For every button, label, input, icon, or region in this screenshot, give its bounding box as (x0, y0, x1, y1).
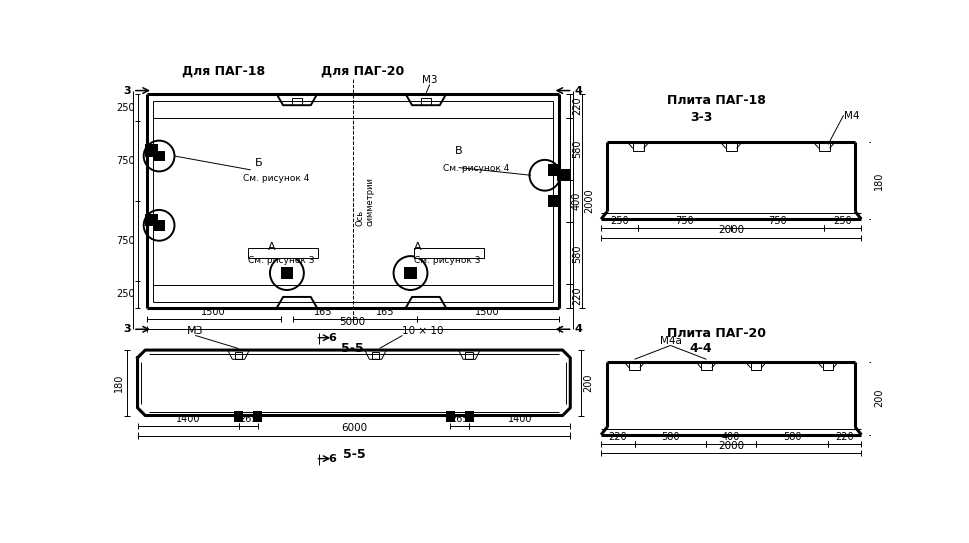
Text: 580: 580 (782, 432, 800, 441)
Text: 6: 6 (328, 333, 336, 343)
Text: 265: 265 (238, 414, 257, 424)
Text: 165: 165 (375, 307, 393, 317)
Text: В: В (454, 146, 462, 156)
Bar (822, 361, 832, 370)
Text: 6: 6 (328, 453, 336, 464)
Bar (464, 411, 474, 422)
Text: Б: Б (254, 157, 262, 168)
Text: 5000: 5000 (339, 317, 365, 327)
Text: 10 × 10: 10 × 10 (402, 326, 444, 336)
Text: 400: 400 (721, 432, 739, 441)
Text: 3: 3 (124, 324, 131, 334)
Text: M4: M4 (843, 111, 859, 121)
Text: 220: 220 (571, 97, 581, 116)
Text: 750: 750 (767, 216, 786, 226)
Text: 1500: 1500 (475, 307, 499, 317)
Text: См. рисунок 3: См. рисунок 3 (414, 256, 481, 265)
Text: 165: 165 (313, 307, 331, 317)
Text: 4: 4 (574, 324, 581, 334)
Text: 580: 580 (571, 140, 581, 158)
Bar (280, 267, 293, 279)
Text: См. рисунок 4: См. рисунок 4 (243, 174, 309, 183)
Bar (701, 361, 711, 370)
Text: 220: 220 (834, 432, 853, 441)
Bar (234, 411, 243, 422)
Text: 580: 580 (571, 244, 581, 263)
Text: Плита ПАГ-20: Плита ПАГ-20 (667, 327, 766, 340)
Bar (629, 361, 640, 370)
Bar (414, 248, 484, 258)
Text: 200: 200 (582, 374, 593, 392)
Bar (445, 411, 454, 422)
Bar (234, 352, 242, 359)
Text: А: А (414, 242, 422, 251)
Text: 180: 180 (114, 374, 124, 392)
Text: 580: 580 (661, 432, 679, 441)
Text: 1500: 1500 (202, 307, 226, 317)
Bar (421, 98, 431, 105)
Text: Для ПАГ-18: Для ПАГ-18 (182, 65, 266, 78)
Text: 220: 220 (571, 287, 581, 305)
Bar (725, 141, 735, 150)
Text: M3: M3 (187, 326, 203, 336)
Text: А: А (267, 242, 275, 251)
Text: 200: 200 (873, 389, 884, 407)
Text: 400: 400 (571, 192, 581, 210)
Text: 3: 3 (124, 86, 131, 96)
Text: 1400: 1400 (175, 414, 200, 424)
Text: Для ПАГ-20: Для ПАГ-20 (321, 65, 403, 78)
Bar (404, 267, 417, 279)
Bar (253, 411, 262, 422)
Text: 2000: 2000 (583, 189, 594, 213)
Bar (818, 141, 828, 150)
Bar (371, 352, 379, 359)
Text: Плита ПАГ-18: Плита ПАГ-18 (667, 94, 766, 108)
Bar (248, 248, 318, 258)
Text: 3-3: 3-3 (689, 111, 711, 124)
Bar (632, 141, 643, 150)
Text: Ось
симметрии: Ось симметрии (355, 176, 374, 225)
Text: 250: 250 (610, 216, 628, 226)
Text: 2000: 2000 (717, 441, 743, 451)
Text: 2000: 2000 (717, 225, 743, 235)
Text: 4: 4 (574, 86, 581, 96)
Text: M4a: M4a (659, 336, 680, 346)
Bar (153, 220, 165, 231)
Text: 750: 750 (115, 156, 135, 166)
Bar (750, 361, 761, 370)
Text: 4-4: 4-4 (689, 342, 712, 355)
Text: 1400: 1400 (507, 414, 531, 424)
Bar (556, 169, 569, 181)
Text: См. рисунок 4: См. рисунок 4 (443, 164, 509, 173)
Text: 250: 250 (115, 289, 135, 299)
Bar (153, 150, 165, 161)
Text: 265: 265 (450, 414, 469, 424)
Text: 250: 250 (115, 103, 135, 113)
Text: 180: 180 (873, 172, 884, 190)
Bar (145, 214, 157, 226)
Bar (465, 352, 473, 359)
Bar (145, 144, 157, 157)
Text: См. рисунок 3: См. рисунок 3 (248, 256, 315, 265)
Text: 5-5: 5-5 (341, 342, 363, 355)
Text: 5-5: 5-5 (342, 448, 365, 461)
Text: 220: 220 (608, 432, 626, 441)
Text: 250: 250 (832, 216, 851, 226)
Text: 6000: 6000 (340, 423, 366, 433)
Text: M3: M3 (422, 75, 437, 85)
Bar (292, 98, 302, 105)
Text: 750: 750 (115, 236, 135, 246)
Bar (547, 194, 560, 207)
Bar (547, 164, 560, 176)
Text: 750: 750 (674, 216, 693, 226)
